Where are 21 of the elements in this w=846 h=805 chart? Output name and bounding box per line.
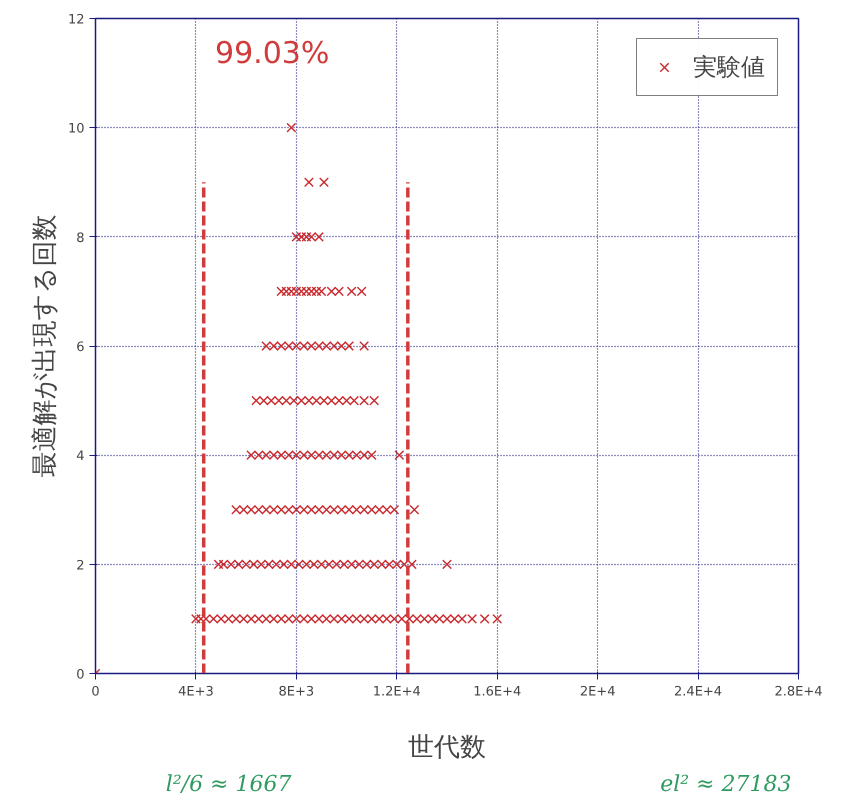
x-tick-label: 1.2E+4 [372,684,421,700]
y-tick-label: 8 [76,230,85,246]
y-tick-label: 2 [76,558,85,574]
y-tick-label: 10 [68,122,85,137]
y-tick-label: 12 [68,12,85,28]
x-axis-title: 世代数 [408,732,486,762]
y-tick-label: 0 [76,668,85,682]
y-tick-label: 6 [76,340,85,355]
x-tick-label: 1.6E+4 [473,684,522,700]
x-tick-label: 2E+4 [580,684,616,700]
legend-label: 実験値 [693,52,765,83]
text: el² ≈ 27183 [660,772,792,797]
y-axis-title: 最適解が出現する回数 [30,214,60,478]
x-tick-label: 0 [91,684,100,700]
y-tick-label: 4 [76,449,85,464]
x-tick-label: 2.8E+4 [774,684,823,700]
annotation: 99.03% [215,36,330,71]
x-tick-label: 8E+3 [278,684,314,700]
x-tick-label: 4E+3 [178,684,214,700]
text: l²/6 ≈ 1667 [166,772,292,797]
x-tick-label: 2.4E+4 [674,684,722,700]
